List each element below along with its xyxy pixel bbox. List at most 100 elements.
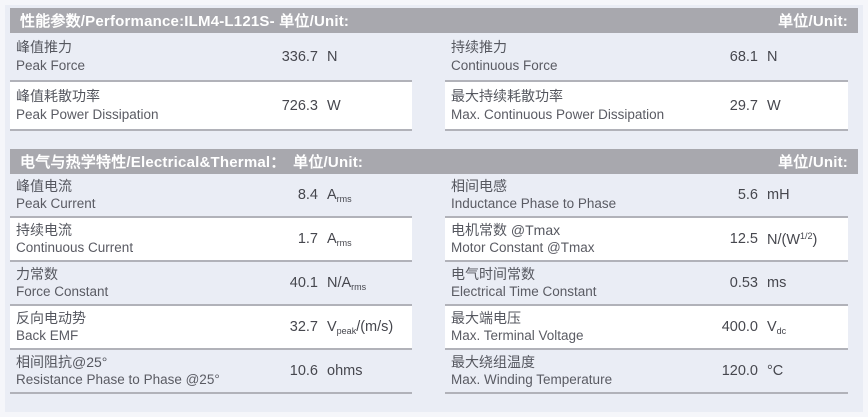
param-value: 120.0 bbox=[721, 363, 758, 379]
electrical-thermal-right-column: 相间电感 Inductance Phase to Phase 5.6 mH 电机… bbox=[445, 174, 848, 394]
unit-subscript: rms bbox=[336, 193, 352, 204]
unit-text: N bbox=[767, 48, 778, 65]
param-labels: 持续推力 Continuous Force bbox=[445, 38, 703, 74]
unit-subscript: peak bbox=[336, 325, 357, 336]
param-name-zh: 力常数 bbox=[16, 265, 58, 282]
param-value: 40.1 bbox=[289, 275, 318, 291]
param-name-zh: 反向电动势 bbox=[16, 309, 86, 326]
spec-row: 最大端电压 Max. Terminal Voltage 400.0 Vdc bbox=[445, 306, 848, 350]
param-unit: N bbox=[318, 49, 412, 65]
param-name-en: Max. Winding Temperature bbox=[451, 372, 613, 388]
section-unit-header: 单位/Unit: bbox=[778, 13, 848, 30]
param-name-zh: 电机常数 @Tmax bbox=[451, 221, 561, 238]
unit-text: mH bbox=[767, 187, 790, 203]
section-title: 性能参数/Performance:ILM4-L121S- 单位/Unit: bbox=[20, 13, 350, 30]
spec-row: 最大绕组温度 Max. Winding Temperature 120.0 °C bbox=[445, 350, 848, 394]
param-name-en: Electrical Time Constant bbox=[451, 284, 597, 300]
param-value: 10.6 bbox=[289, 363, 318, 379]
param-name-zh: 峰值耗散功率 bbox=[16, 88, 100, 105]
performance-section-header: 性能参数/Performance:ILM4-L121S- 单位/Unit: 单位… bbox=[10, 8, 858, 33]
param-name-en: Resistance Phase to Phase @25° bbox=[16, 372, 220, 388]
spec-row: 电机常数 @Tmax Motor Constant @Tmax 12.5 N/(… bbox=[445, 218, 848, 262]
unit-text: W bbox=[327, 97, 341, 114]
unit-subscript: rms bbox=[351, 281, 367, 292]
unit-text: /(m/s) bbox=[356, 318, 394, 335]
param-value: 8.4 bbox=[297, 187, 318, 203]
section-title: 电气与热学特性/Electrical&Thermal： 单位/Unit: bbox=[20, 154, 364, 171]
performance-left-column: 峰值推力 Peak Force 336.7 N 峰值耗散功率 Peak Powe… bbox=[10, 33, 412, 131]
param-labels: 力常数 Force Constant bbox=[10, 265, 266, 301]
param-name-zh: 相间阻抗@25° bbox=[16, 353, 108, 370]
param-name-en: Continuous Force bbox=[451, 57, 558, 73]
param-unit: mH bbox=[758, 187, 848, 203]
section-unit-header: 单位/Unit: bbox=[778, 154, 848, 171]
unit-subscript: dc bbox=[776, 325, 787, 336]
param-name-en: Max. Terminal Voltage bbox=[451, 328, 584, 344]
performance-section: 性能参数/Performance:ILM4-L121S- 单位/Unit: 单位… bbox=[10, 8, 858, 131]
unit-text: A bbox=[327, 186, 337, 203]
param-unit: Vpeak/(m/s) bbox=[318, 319, 412, 336]
param-name-en: Inductance Phase to Phase bbox=[451, 196, 617, 212]
param-value: 1.7 bbox=[297, 231, 318, 247]
param-name-zh: 峰值电流 bbox=[16, 177, 72, 194]
spec-row: 相间电感 Inductance Phase to Phase 5.6 mH bbox=[445, 174, 848, 218]
param-value: 68.1 bbox=[729, 48, 758, 65]
param-unit: °C bbox=[758, 363, 848, 379]
unit-text: ms bbox=[767, 275, 787, 291]
spec-row: 持续推力 Continuous Force 68.1 N bbox=[445, 33, 848, 82]
param-labels: 最大绕组温度 Max. Winding Temperature bbox=[445, 353, 703, 389]
spec-row: 力常数 Force Constant 40.1 N/Arms bbox=[10, 262, 412, 306]
unit-text: V bbox=[767, 318, 777, 335]
param-name-zh: 最大绕组温度 bbox=[451, 353, 535, 370]
param-name-en: Max. Continuous Power Dissipation bbox=[451, 106, 665, 122]
param-name-en: Force Constant bbox=[16, 284, 109, 300]
unit-text: N bbox=[327, 48, 338, 65]
param-name-en: Motor Constant @Tmax bbox=[451, 240, 595, 256]
param-labels: 持续电流 Continuous Current bbox=[10, 221, 266, 257]
spec-row: 最大持续耗散功率 Max. Continuous Power Dissipati… bbox=[445, 82, 848, 131]
param-name-zh: 持续推力 bbox=[451, 39, 507, 56]
param-value: 336.7 bbox=[281, 48, 318, 65]
param-name-en: Continuous Current bbox=[16, 240, 134, 256]
param-unit: Arms bbox=[318, 231, 412, 248]
param-unit: W bbox=[318, 98, 412, 114]
param-labels: 峰值电流 Peak Current bbox=[10, 177, 266, 213]
param-value: 0.53 bbox=[729, 275, 758, 291]
param-unit: N bbox=[758, 49, 848, 65]
param-labels: 相间阻抗@25° Resistance Phase to Phase @25° bbox=[10, 353, 266, 389]
unit-text: N/A bbox=[327, 274, 352, 291]
param-unit: N/Arms bbox=[318, 275, 412, 292]
electrical-thermal-columns: 峰值电流 Peak Current 8.4 Arms 持续电流 Continuo… bbox=[10, 174, 858, 394]
unit-text: N/(W bbox=[767, 231, 801, 248]
param-value: 32.7 bbox=[289, 319, 318, 335]
param-value: 29.7 bbox=[729, 97, 758, 114]
param-name-zh: 最大持续耗散功率 bbox=[451, 88, 563, 105]
param-labels: 反向电动势 Back EMF bbox=[10, 309, 266, 345]
param-labels: 相间电感 Inductance Phase to Phase bbox=[445, 177, 703, 213]
param-value: 400.0 bbox=[721, 319, 758, 335]
param-labels: 电气时间常数 Electrical Time Constant bbox=[445, 265, 703, 301]
param-labels: 峰值推力 Peak Force bbox=[10, 38, 266, 74]
param-name-zh: 峰值推力 bbox=[16, 39, 72, 56]
unit-text: V bbox=[327, 318, 337, 335]
unit-subscript: rms bbox=[336, 237, 352, 248]
param-unit: ms bbox=[758, 275, 848, 291]
param-unit: W bbox=[758, 98, 848, 114]
param-unit: N/(W1/2) bbox=[758, 231, 848, 248]
param-name-zh: 电气时间常数 bbox=[451, 265, 535, 282]
performance-right-column: 持续推力 Continuous Force 68.1 N 最大持续耗散功率 Ma… bbox=[445, 33, 848, 131]
electrical-thermal-section: 电气与热学特性/Electrical&Thermal： 单位/Unit: 单位/… bbox=[10, 149, 858, 394]
spec-row: 峰值电流 Peak Current 8.4 Arms bbox=[10, 174, 412, 218]
unit-text: W bbox=[767, 97, 781, 114]
unit-text: ohms bbox=[327, 363, 363, 379]
param-name-en: Peak Power Dissipation bbox=[16, 106, 159, 122]
param-name-en: Peak Force bbox=[16, 57, 86, 73]
spec-row: 相间阻抗@25° Resistance Phase to Phase @25° … bbox=[10, 350, 412, 394]
unit-superscript: 1/2 bbox=[800, 230, 813, 241]
param-unit: ohms bbox=[318, 363, 412, 379]
unit-text: ) bbox=[812, 231, 818, 248]
param-value: 12.5 bbox=[729, 231, 758, 247]
spec-row: 电气时间常数 Electrical Time Constant 0.53 ms bbox=[445, 262, 848, 306]
param-labels: 峰值耗散功率 Peak Power Dissipation bbox=[10, 87, 266, 123]
